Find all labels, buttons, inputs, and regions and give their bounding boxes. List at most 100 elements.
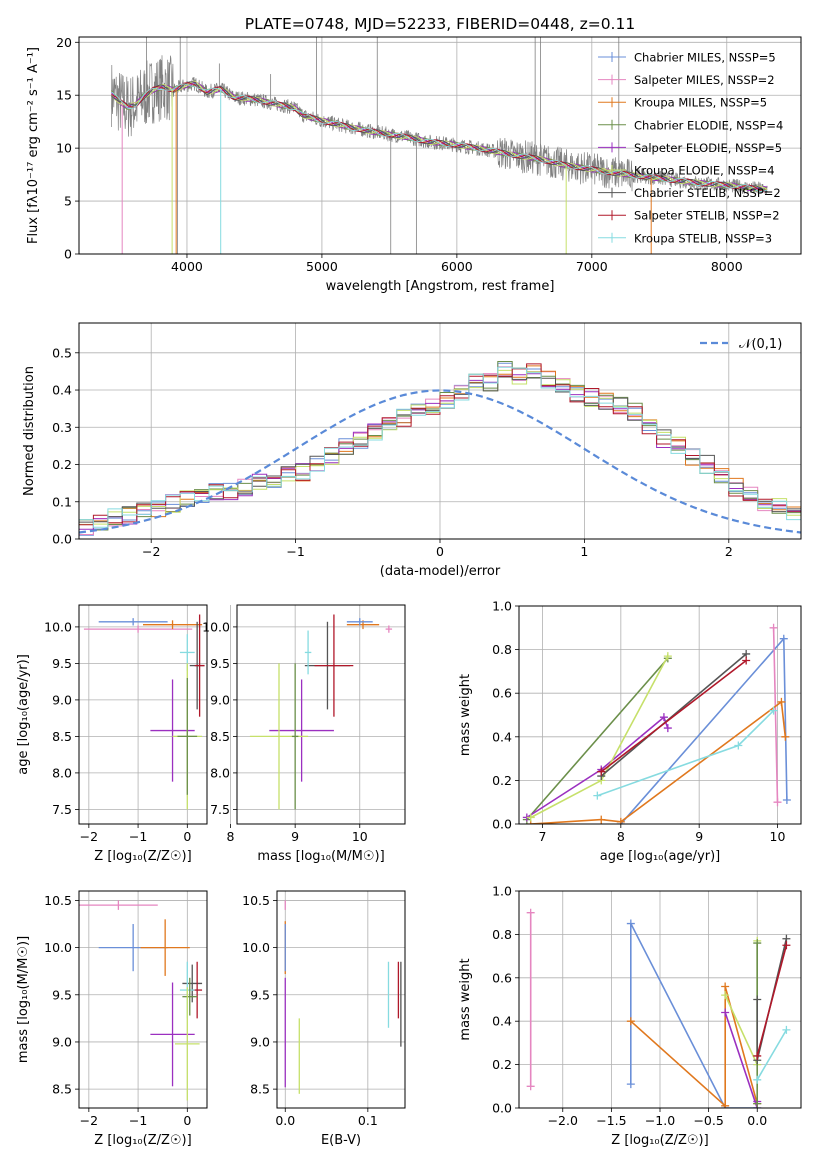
residuals-xtick-label: 1 (580, 544, 588, 559)
figure-title: PLATE=0748, MJD=52233, FIBERID=0448, z=0… (245, 15, 635, 33)
errorbar-point (291, 663, 299, 810)
weight-vs-age-ytick-label: 1.0 (492, 599, 512, 614)
weight-vs-age-xtick-label: 8 (617, 829, 625, 844)
mass-weight-marker (721, 1101, 730, 1108)
legend-entry: Kroupa MILES, NSSP=5 (634, 96, 767, 110)
mass-weight-line (630, 986, 758, 1108)
age-vs-Z-ytick-label: 8.0 (52, 765, 72, 780)
mass-weight-marker (526, 908, 535, 917)
spectrum-frame (78, 36, 802, 255)
weight-vs-Z-xtick-label: 0.0 (747, 1113, 767, 1128)
errorbar-point (175, 987, 200, 1101)
mass-weight-marker (753, 939, 762, 948)
errorbar-point (98, 618, 168, 626)
mass-vs-ebv-plot-area (284, 900, 402, 1094)
mass-weight-marker (626, 1017, 635, 1026)
weight-vs-Z-ytick-label: 0.2 (492, 1057, 512, 1072)
residuals-ytick-label: 0.4 (52, 383, 72, 398)
spectrum-legend: Chabrier MILES, NSSP=5 Salpeter MILES, NS… (598, 51, 783, 245)
weight-vs-age-ytick-label: 0.0 (492, 817, 512, 832)
legend-entry: Salpeter STELIB, NSSP=2 (634, 209, 780, 223)
errorbar-point (304, 630, 312, 675)
mass-weight-line (600, 653, 747, 777)
mass-weight-marker (769, 623, 778, 632)
age-vs-Z-panel: −2 −1 0 7.5 8.0 8.5 9.0 9.5 10.0 Z [log₁₀(Z/Z☉)] a… (16, 604, 208, 864)
mass-vs-Z-frame (78, 890, 208, 1109)
spectrum-xtick-label: 6000 (441, 259, 473, 274)
legend-entry: Chabrier STELIB, NSSP=2 (634, 186, 781, 200)
age-vs-mass-xlabel: mass [log₁₀(M/M☉)] (257, 849, 384, 864)
mass-weight-marker (597, 815, 606, 824)
mass-weight-line (600, 659, 747, 773)
mass-vs-ebv-ytick-label: 10.5 (242, 893, 270, 908)
residuals-ytick-label: 0.2 (52, 457, 72, 472)
residuals-xlabel: (data-model)/error (380, 564, 501, 579)
mass-vs-ebv-frame (276, 890, 406, 1109)
mass-vs-ebv-xtick-label: 0.0 (275, 1113, 295, 1128)
legend-entry: 𝒩(0,1) (739, 337, 782, 352)
spectrum-ytick-label: 10 (56, 141, 72, 156)
spectrum-xtick-label: 5000 (306, 259, 338, 274)
weight-vs-Z-xtick-label: −2.0 (548, 1113, 578, 1128)
mass-weight-marker (742, 656, 751, 665)
age-vs-mass-frame (236, 604, 406, 825)
legend-entry: Salpeter MILES, NSSP=2 (634, 73, 775, 87)
mass-vs-Z-ytick-label: 10.5 (44, 893, 72, 908)
mass-weight-marker (721, 982, 730, 991)
mass-vs-Z-ylabel: mass [log₁₀(M/M☉)] (16, 936, 31, 1063)
mass-weight-line (756, 945, 788, 1057)
weight-vs-Z-frame (518, 890, 802, 1109)
weight-vs-age-frame (518, 605, 802, 825)
residuals-ytick-label: 0.0 (52, 532, 72, 547)
mass-weight-marker (659, 713, 668, 722)
mass-weight-marker (526, 813, 535, 822)
spectrum-xtick-label: 7000 (576, 259, 608, 274)
age-vs-mass-xtick-label: 10 (352, 829, 368, 844)
mass-weight-marker (626, 919, 635, 928)
age-vs-Z-ytick-label: 10.0 (44, 619, 72, 634)
errorbar-point (269, 679, 334, 782)
mass-weight-line (756, 1029, 788, 1081)
weight-vs-Z-plot-area (526, 908, 791, 1108)
mass-vs-ebv-xtick-label: 0.1 (358, 1113, 378, 1128)
age-vs-Z-grid (79, 605, 207, 824)
age-vs-mass-ytick-label: 8.0 (210, 765, 230, 780)
weight-vs-age-xtick-label: 7 (539, 829, 547, 844)
age-vs-mass-xtick-label: 9 (291, 829, 299, 844)
mass-weight-marker (526, 1082, 535, 1091)
spectrum-xlabel: wavelength [Angstrom, rest frame] (326, 279, 555, 294)
mass-vs-ebv-ytick-label: 9.5 (250, 987, 270, 1002)
age-vs-Z-ytick-label: 9.0 (52, 692, 72, 707)
mass-vs-Z-xtick-label: 0 (183, 1113, 191, 1128)
mass-vs-Z-xtick-label: −2 (80, 1113, 98, 1128)
weight-vs-age-plot-area (522, 623, 791, 824)
weight-vs-age-panel: 7 8 9 10 0.0 0.2 0.4 0.6 0.8 1.0 age [log₁₀(age/yr… (458, 599, 802, 864)
age-vs-Z-xtick-label: 0 (183, 829, 191, 844)
weight-vs-age-ylabel: mass weight (458, 674, 473, 756)
legend-entry: Kroupa ELODIE, NSSP=4 (634, 164, 775, 178)
mass-weight-marker (753, 995, 762, 1004)
weight-vs-age-xtick-label: 10 (770, 829, 786, 844)
errorbar-point (79, 900, 158, 910)
residuals-ylabel: Normed distribution (22, 366, 37, 496)
age-vs-Z-ylabel: age [log₁₀(age/yr)] (16, 654, 31, 775)
errorbar-point (346, 618, 373, 626)
errorbar-point (385, 625, 393, 633)
weight-vs-Z-xlabel: Z [log₁₀(Z/Z☉)] (611, 1133, 708, 1148)
spectrum-ytick-label: 5 (64, 194, 72, 209)
mass-vs-ebv-ytick-label: 8.5 (250, 1082, 270, 1097)
age-vs-Z-frame (78, 604, 208, 825)
legend-entry: Kroupa STELIB, NSSP=3 (634, 231, 772, 245)
mass-vs-ebv-ytick-label: 9.0 (250, 1034, 270, 1049)
weight-vs-age-ytick-label: 0.4 (492, 729, 512, 744)
residuals-xtick-label: −1 (286, 544, 304, 559)
weight-vs-age-xlabel: age [log₁₀(age/yr)] (600, 849, 721, 864)
age-vs-mass-xtick-label: 8 (227, 829, 235, 844)
mass-weight-marker (782, 941, 791, 950)
weight-vs-Z-xtick-label: −0.5 (693, 1113, 723, 1128)
mass-weight-marker (663, 652, 672, 661)
weight-vs-age-xtick-label: 9 (695, 829, 703, 844)
weight-vs-age-ytick-label: 0.6 (492, 686, 512, 701)
mass-weight-marker (779, 634, 788, 643)
